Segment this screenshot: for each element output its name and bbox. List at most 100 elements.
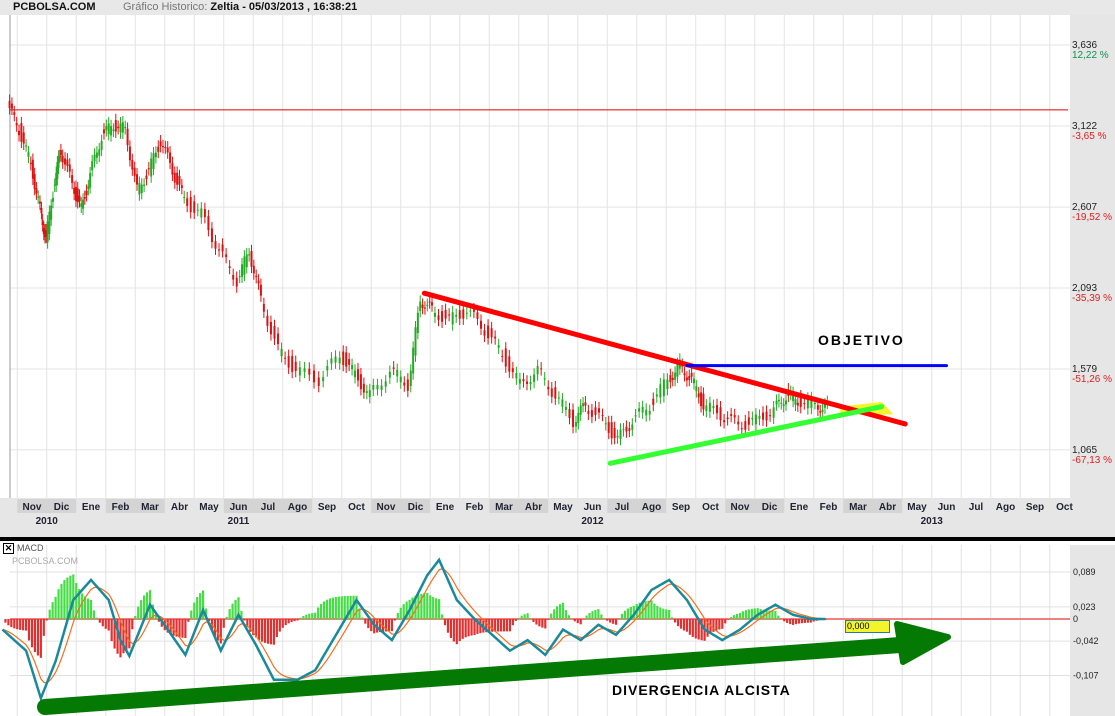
- arrow-head-icon: [894, 621, 951, 665]
- candle-body: [48, 211, 51, 234]
- candle-body: [816, 405, 819, 410]
- candle-body: [55, 172, 58, 186]
- candle-body: [287, 355, 290, 368]
- candle-body: [610, 422, 613, 439]
- brand: PCBOLSA.COM: [13, 1, 96, 13]
- candle-body: [515, 373, 518, 379]
- candle-body: [676, 363, 679, 377]
- close-icon[interactable]: ✕: [3, 543, 14, 554]
- candle-body: [568, 409, 571, 419]
- candle-body: [674, 372, 677, 380]
- candle-body: [180, 185, 183, 189]
- candle-body: [196, 209, 199, 211]
- candle-body: [758, 415, 761, 419]
- candle-body: [625, 426, 628, 432]
- candle-body: [152, 153, 155, 169]
- candle-body: [508, 356, 511, 372]
- candle-body: [494, 336, 497, 339]
- candle-body: [796, 402, 799, 406]
- candle-body: [294, 361, 297, 371]
- candle-body: [431, 302, 434, 306]
- candle-body: [803, 403, 806, 405]
- candle-body: [161, 146, 164, 148]
- y-tick-price: 2,093: [1072, 283, 1097, 294]
- year-label: 2011: [228, 516, 250, 527]
- month-label: Ene: [790, 502, 809, 513]
- month-band: [223, 499, 313, 513]
- month-label: Abr: [879, 502, 896, 513]
- candle-body: [238, 276, 241, 278]
- candle-body: [550, 388, 553, 397]
- panel-separator[interactable]: [0, 537, 1115, 541]
- candle-body: [426, 304, 429, 306]
- candle-body: [777, 399, 780, 402]
- candle-body: [582, 403, 585, 407]
- candle-body: [762, 412, 765, 420]
- title-text: Zeltia - 05/03/2013 , 16:38:21: [210, 1, 358, 13]
- candle-body: [313, 370, 316, 383]
- candle-body: [645, 409, 648, 416]
- candle-body: [131, 159, 134, 170]
- candle-body: [322, 377, 325, 382]
- candle-body: [255, 275, 258, 278]
- candle-body: [785, 400, 788, 405]
- candle-body: [15, 123, 18, 126]
- candle-body: [740, 428, 743, 430]
- macd-tick: 0: [1073, 614, 1078, 624]
- candle-body: [594, 407, 597, 415]
- candle-body: [775, 400, 778, 405]
- candle-body: [362, 383, 365, 393]
- candle-body: [659, 384, 662, 398]
- candle-body: [308, 368, 311, 375]
- candle-body: [138, 182, 141, 195]
- month-label: Sep: [318, 502, 336, 513]
- candle-body: [511, 368, 514, 373]
- candle-body: [712, 405, 715, 408]
- candle-body: [359, 374, 362, 390]
- candle-body: [128, 146, 131, 161]
- candle-body: [25, 145, 28, 147]
- candle-body: [354, 370, 357, 378]
- candle-body: [810, 398, 813, 408]
- candle-body: [82, 199, 85, 209]
- y-tick-price: 2,607: [1072, 202, 1097, 213]
- candle-body: [326, 366, 329, 371]
- candle-body: [126, 128, 129, 146]
- candle-body: [655, 394, 658, 397]
- candle-body: [37, 196, 40, 198]
- year-label: 2010: [36, 516, 59, 527]
- candle-body: [483, 330, 486, 336]
- candle-body: [403, 382, 406, 386]
- candle-body: [529, 381, 532, 385]
- candle-body: [376, 384, 379, 390]
- month-label: Ago: [288, 502, 307, 513]
- candle-body: [469, 310, 472, 312]
- month-label: May: [553, 502, 573, 513]
- month-label: Jun: [584, 502, 602, 513]
- candle-body: [472, 309, 475, 312]
- candle-body: [792, 393, 795, 401]
- candle-body: [105, 125, 108, 131]
- candle-body: [719, 407, 722, 421]
- candle-body: [284, 357, 287, 359]
- candle-body: [631, 424, 634, 430]
- candle-body: [715, 404, 718, 414]
- candle-body: [708, 402, 711, 412]
- candle-body: [245, 254, 248, 268]
- candle-body: [423, 307, 426, 309]
- candle-body: [462, 309, 465, 319]
- candle-body: [479, 320, 482, 329]
- candle-body: [416, 312, 419, 333]
- candle-body: [173, 172, 176, 183]
- candle-body: [157, 146, 160, 152]
- candle-body: [368, 390, 371, 398]
- month-label: Oct: [1056, 502, 1073, 513]
- month-label: Jul: [615, 502, 630, 513]
- month-label: May: [199, 502, 219, 513]
- candle-body: [522, 379, 525, 382]
- month-label: Jun: [230, 502, 248, 513]
- month-band: [17, 499, 77, 513]
- candle-body: [572, 409, 575, 427]
- candle-body: [380, 385, 383, 391]
